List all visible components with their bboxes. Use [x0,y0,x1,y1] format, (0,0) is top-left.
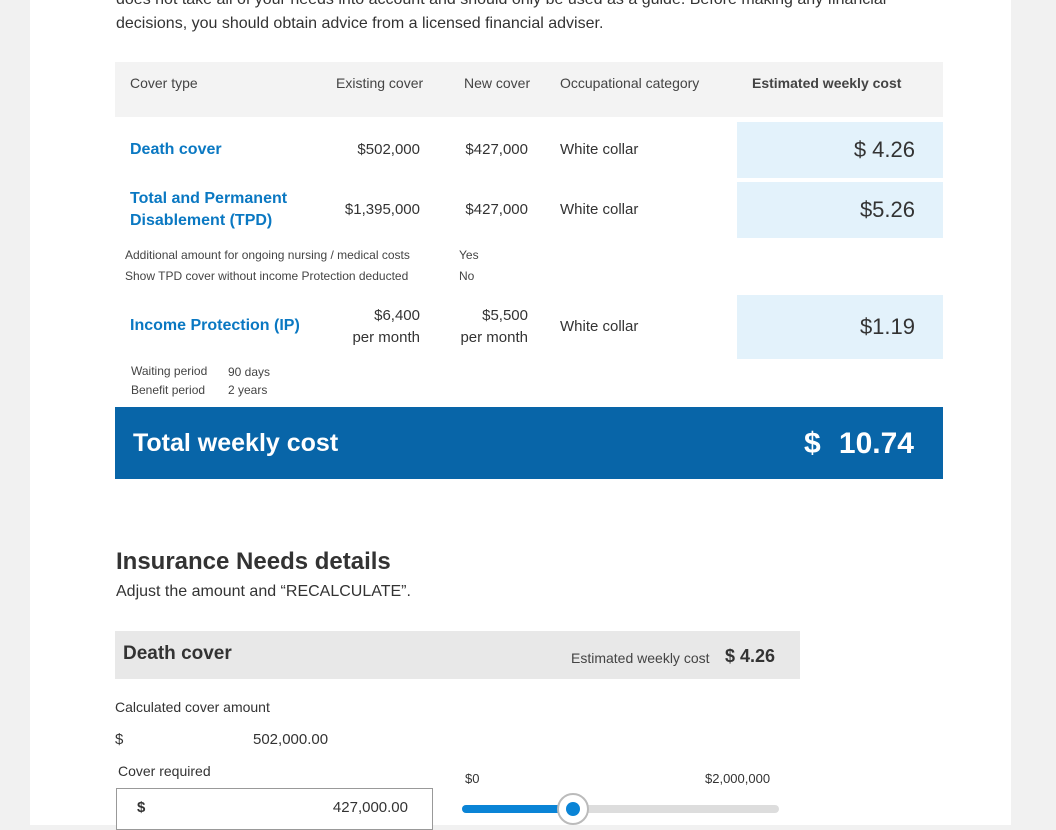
death-weekly-cost: $ 4.26 [853,137,915,162]
slider-min-label: $0 [465,771,480,786]
tpd-label-line-1: Total and Permanent [130,190,288,207]
ip-cover-link[interactable]: Income Protection (IP) [130,317,300,334]
ip-weekly-cost: $1.19 [859,314,915,339]
ip-existing-line-1: $6,400 [374,307,420,324]
death-cover-link[interactable]: Death cover [130,141,222,158]
total-label: Total weekly cost [133,429,339,457]
header-occupational-category: Occupational category [560,75,700,91]
total-weekly-cost-bar: Total weekly cost $ 10.74 [115,407,943,479]
table-row-tpd: Total and Permanent Disablement (TPD) $1… [115,182,943,238]
tpd-extra1-value: Yes [459,248,479,262]
page: does not take all of your needs into acc… [30,0,1011,830]
cover-required-currency: $ [137,799,146,816]
death-existing-cover: $502,000 [357,141,420,158]
table-header: Cover type Existing cover New cover Occu… [115,62,943,117]
death-cost-cell: $ 4.26 [737,122,943,178]
calculated-cover-label: Calculated cover amount [115,699,270,715]
header-cover-type: Cover type [130,75,198,91]
header-estimated-weekly-cost: Estimated weekly cost [752,75,902,91]
header-existing-cover: Existing cover [336,75,424,91]
table-row-death: Death cover $502,000 $427,000 White coll… [115,122,943,178]
disclaimer-line-1: does not take all of your needs into acc… [116,0,936,12]
cover-required-field[interactable]: $ [116,788,433,830]
death-new-cover: $427,000 [465,141,528,158]
tpd-cost-cell: $5.26 [737,182,943,238]
ip-existing-line-2: per month [352,329,420,346]
tpd-extra2-value: No [459,269,475,283]
ip-benefit-value: 2 years [228,383,268,397]
disclaimer-line-2: decisions, you should obtain advice from… [116,15,604,32]
cover-required-input[interactable] [208,799,408,816]
table-row-ip: Income Protection (IP) $6,400 per month … [115,295,943,359]
cover-slider-track[interactable] [462,793,779,825]
tpd-extra2-label: Show TPD cover without income Protection… [125,269,409,283]
ip-new-line-2: per month [460,329,528,346]
ip-occupation: White collar [560,318,639,335]
section-subtitle: Adjust the amount and “RECALCULATE”. [116,583,411,600]
ip-existing-cover: $6,400 per month [352,305,420,349]
header-new-cover: New cover [464,75,531,91]
ip-new-line-1: $5,500 [482,307,528,324]
death-occupation: White collar [560,141,639,158]
calculated-cover-value: 502,000.00 [253,731,329,748]
tpd-label-line-2: Disablement (TPD) [130,212,273,229]
calculated-cover-currency: $ [115,731,124,748]
estimated-weekly-cost-label: Estimated weekly cost [571,650,710,666]
ip-cost-cell: $1.19 [737,295,943,359]
slider-max-label: $2,000,000 [705,771,771,786]
total-amount: 10.74 [838,427,914,460]
death-cover-panel-title: Death cover [123,643,232,664]
tpd-cover-link[interactable]: Total and Permanent Disablement (TPD) [130,188,287,232]
tpd-existing-cover: $1,395,000 [344,201,420,218]
disclaimer-text: does not take all of your needs into acc… [116,0,936,36]
cover-slider-thumb[interactable] [557,793,590,825]
ip-new-cover: $5,500 per month [460,305,528,349]
total-currency: $ [804,427,821,460]
ip-waiting-value: 90 days [228,365,271,379]
estimated-weekly-cost-value: $ 4.26 [725,646,776,666]
ip-benefit-label: Benefit period [131,383,206,397]
ip-waiting-label: Waiting period [131,364,208,378]
tpd-new-cover: $427,000 [465,201,528,218]
cover-required-label: Cover required [118,763,211,779]
death-cover-panel-header: Death cover Estimated weekly cost $ 4.26 [115,631,800,679]
section-title: Insurance Needs details [116,548,391,575]
tpd-occupation: White collar [560,201,639,218]
tpd-extra1-label: Additional amount for ongoing nursing / … [125,248,410,262]
tpd-weekly-cost: $5.26 [859,197,915,222]
cover-slider-fill [462,805,574,813]
